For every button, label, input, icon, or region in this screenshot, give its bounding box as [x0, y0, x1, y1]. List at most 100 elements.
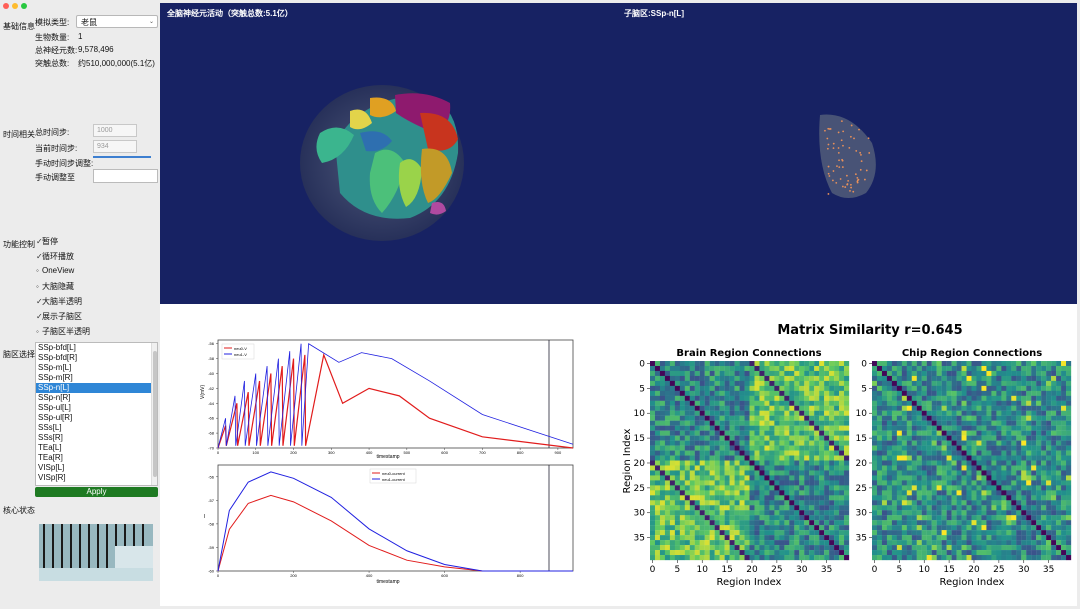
heatmap-cell: [839, 361, 845, 367]
heatmap-cell: [951, 385, 957, 391]
zoom-window-button[interactable]: [21, 3, 27, 9]
heatmap-cell: [650, 530, 656, 536]
time-step-slider[interactable]: [93, 156, 151, 158]
heatmap-cell: [714, 510, 720, 516]
heatmap-cell: [694, 530, 700, 536]
heatmap-cell: [936, 465, 942, 471]
heatmap-cell: [1016, 390, 1022, 396]
list-item[interactable]: SSs[R]: [38, 433, 63, 442]
heatmap-cell: [971, 410, 977, 416]
heatmap-cell: [819, 555, 825, 561]
heatmap-cell: [986, 455, 992, 461]
heatmap-cell: [799, 500, 805, 506]
heatmap-cell: [669, 400, 676, 406]
brain-x-tick-label: 0: [650, 565, 656, 575]
heatmap-cell: [654, 440, 661, 446]
heatmap-cell: [799, 535, 805, 541]
heatmap-cell: [896, 475, 902, 481]
list-item[interactable]: SSp-n[R]: [38, 393, 71, 402]
current-step-field[interactable]: 934: [93, 140, 137, 153]
list-item[interactable]: TEa[L]: [38, 443, 62, 452]
heatmap-cell: [1056, 520, 1062, 526]
heatmap-cell: [941, 480, 947, 486]
region-list[interactable]: SSp-bfd[L] SSp-bfd[R] SSp-m[L] SSp-m[R] …: [35, 342, 158, 486]
heatmap-cell: [819, 515, 825, 521]
heatmap-cell: [916, 425, 922, 431]
checkbox-pause[interactable]: ✓暂停: [36, 236, 58, 247]
scrollbar-thumb[interactable]: [153, 351, 157, 477]
list-item[interactable]: VISp[R]: [38, 473, 66, 482]
heatmap-cell: [971, 480, 977, 486]
list-item[interactable]: SSp-bfd[L]: [38, 343, 76, 352]
checkbox-oneview[interactable]: ◦ OneView: [36, 266, 74, 275]
apply-button[interactable]: Apply: [35, 487, 158, 497]
heatmap-cell: [744, 425, 750, 431]
heatmap-cell: [714, 475, 720, 481]
heatmap-cell: [714, 425, 720, 431]
heatmap-cell: [1046, 485, 1052, 491]
list-item[interactable]: VISp[L]: [38, 463, 65, 472]
checkbox-brain-translucent[interactable]: ✓大脑半透明: [36, 296, 82, 307]
total-steps-field[interactable]: 1000: [93, 124, 137, 137]
heatmap-cell: [774, 420, 780, 426]
heatmap-cell: [664, 450, 671, 456]
list-item[interactable]: SSp-ul[L]: [38, 403, 71, 412]
heatmap-cell: [814, 440, 820, 446]
brain-render[interactable]: [160, 3, 1077, 304]
heatmap-cell: [1026, 525, 1032, 531]
heatmap-cell: [981, 530, 987, 536]
heatmap-cell: [1026, 375, 1032, 382]
heatmap-cell: [784, 435, 790, 441]
heatmap-cell: [996, 375, 1002, 382]
heatmap-cell: [966, 430, 972, 436]
heatmap-cell: [872, 380, 878, 387]
close-window-button[interactable]: [3, 3, 9, 9]
list-item[interactable]: SSp-bfd[R]: [38, 353, 78, 362]
heatmap-cell: [1041, 510, 1047, 516]
heatmap-cell: [916, 505, 922, 511]
list-item[interactable]: SSs[L]: [38, 423, 62, 432]
list-item[interactable]: SSp-m[L]: [38, 363, 72, 372]
list-item-selected[interactable]: SSp-n[L]: [36, 383, 157, 393]
heatmap-cell: [1051, 385, 1057, 391]
list-item[interactable]: TEa[R]: [38, 453, 63, 462]
region-list-scrollbar[interactable]: [151, 343, 157, 485]
heatmap-cell: [804, 515, 810, 521]
brain-visualization-panel[interactable]: 全脑神经元活动（突触总数:5.1亿） 子脑区:SSp-n[L]: [160, 3, 1077, 304]
heatmap-cell: [926, 485, 932, 491]
list-item[interactable]: SSp-m[R]: [38, 373, 73, 382]
heatmap-cell: [764, 530, 770, 536]
checkbox-label: 大脑隐藏: [42, 282, 74, 291]
checkbox-subregion-translucent[interactable]: ◦ 子脑区半透明: [36, 326, 90, 337]
heatmap-cell: [1026, 380, 1032, 387]
heatmap-cell: [684, 455, 690, 461]
heatmap-cell: [774, 475, 780, 481]
heatmap-cell: [789, 510, 795, 516]
heatmap-cell: [764, 555, 770, 561]
heatmap-cell: [896, 510, 902, 516]
heatmap-cell: [699, 450, 705, 456]
heatmap-cell: [1066, 445, 1072, 451]
checkbox-show-subregion[interactable]: ✓展示子脑区: [36, 311, 82, 322]
heatmap-cell: [986, 440, 992, 446]
heatmap-cell: [789, 455, 795, 461]
heatmap-cell: [1046, 365, 1052, 372]
heatmap-cell: [749, 385, 755, 391]
list-item[interactable]: SSp-ul[R]: [38, 413, 73, 422]
heatmap-cell: [799, 430, 805, 436]
x-tick-label: 300: [328, 450, 335, 455]
sim-type-select[interactable]: 老鼠 ⌄: [76, 15, 158, 28]
heatmap-cell: [881, 550, 888, 556]
current-plot: -56-57-58-59-600 200 400 600 800 I timestamp…: [204, 464, 574, 585]
checkbox-hide-brain[interactable]: ◦ 大脑隐藏: [36, 281, 74, 292]
heatmap-cell: [764, 435, 770, 441]
checkbox-loop[interactable]: ✓循环播放: [36, 251, 74, 262]
manual-adjust-input[interactable]: [93, 169, 158, 183]
heatmap-cell: [684, 545, 690, 551]
minimize-window-button[interactable]: [12, 3, 18, 9]
heatmap-cell: [664, 440, 671, 446]
heatmap-cell: [1026, 485, 1032, 491]
heatmap-cell: [759, 420, 765, 426]
heatmap-cell: [956, 515, 962, 521]
heatmap-cell: [679, 440, 685, 446]
